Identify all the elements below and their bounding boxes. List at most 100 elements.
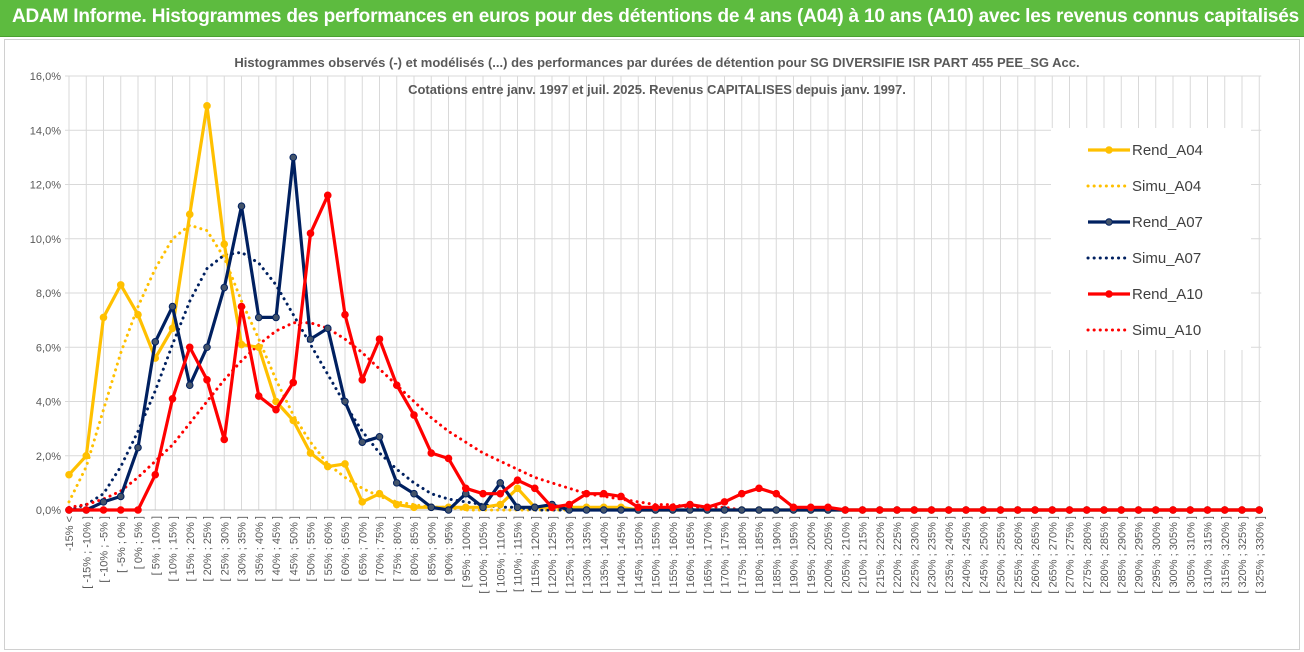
data-point: [168, 394, 177, 403]
chart-area: 0,0% 2,0% 4,0% 6,0% 8,0% 10,0% 12,0% 14,0% 16,0%…: [4, 39, 1300, 650]
x-tick-label: [ 50% ; 55% ]: [306, 516, 318, 581]
x-tick-label: [ 270% ; 275% ]: [1065, 516, 1077, 594]
x-tick-label: [ 140% ; 145% ]: [616, 516, 628, 594]
x-tick-label: [ 70% ; 75% ]: [375, 516, 387, 581]
data-point: [617, 492, 625, 501]
data-point: [65, 470, 73, 479]
y-tick-label: 8,0%: [36, 288, 61, 300]
data-point: [944, 506, 953, 514]
x-tick-label: [ 185% ; 190% ]: [771, 516, 783, 594]
data-point: [306, 229, 315, 238]
x-tick-label: [ 310% ; 315% ]: [1203, 516, 1215, 594]
data-point: [203, 102, 211, 110]
data-point: [772, 489, 781, 498]
data-point: [1031, 506, 1039, 514]
data-point: [893, 506, 901, 514]
y-tick-label: 12,0%: [30, 180, 61, 192]
series-layer: [65, 102, 1264, 514]
data-point: [737, 489, 746, 498]
data-point: [289, 378, 298, 387]
data-point: [1100, 506, 1108, 514]
legend-box: [1051, 128, 1251, 350]
x-tick-label: [ 230% ; 235% ]: [927, 516, 939, 594]
x-tick-label: [ 25% ; 30% ]: [219, 516, 231, 581]
data-point: [82, 451, 91, 460]
x-tick-label: [ 210% ; 215% ]: [858, 516, 870, 594]
chart-subtitle: Cotations entre janv. 1997 et juil. 2025…: [408, 82, 906, 97]
data-point: [116, 281, 125, 289]
data-point: [582, 489, 591, 498]
data-point: [151, 338, 160, 346]
data-point: [565, 500, 574, 509]
data-point: [237, 202, 246, 210]
y-tick-label: 10,0%: [30, 234, 61, 246]
legend-item: Rend_A04: [1088, 142, 1203, 159]
legend: Rend_A04 Simu_A04 Rend_A07 Simu_A07 Rend_A10…: [1051, 128, 1251, 350]
x-tick-label: [ 85% ; 90% ]: [426, 516, 438, 581]
data-point: [530, 503, 539, 512]
data-point: [496, 500, 505, 509]
x-tick-label: [ -10% ; -5% ]: [99, 516, 111, 583]
x-tick-label: [ 30% ; 35% ]: [237, 516, 249, 581]
x-tick-label: [ 45% ; 50% ]: [288, 516, 300, 581]
y-tick-label: 14,0%: [30, 125, 61, 137]
data-point: [203, 376, 211, 384]
legend-marker: [1105, 290, 1113, 298]
data-point: [272, 313, 280, 322]
y-tick-label: 16,0%: [30, 71, 61, 83]
x-tick-label: -15% <: [64, 516, 76, 551]
x-tick-label: [ 65% ; 70% ]: [357, 516, 369, 581]
x-tick-label: [ 220% ; 225% ]: [892, 516, 904, 594]
data-point: [220, 435, 229, 444]
data-point: [1255, 506, 1264, 514]
data-point: [789, 503, 798, 512]
data-point: [1203, 506, 1212, 514]
data-point: [496, 489, 505, 498]
data-point: [289, 416, 298, 425]
legend-item: Simu_A04: [1086, 178, 1201, 195]
x-tick-label: [ 120% ; 125% ]: [547, 516, 559, 594]
x-tick-label: [ 5% ; 10% ]: [150, 516, 162, 575]
data-point: [99, 506, 108, 514]
data-point: [99, 313, 108, 322]
x-tick-label: [ 20% ; 25% ]: [202, 516, 214, 581]
data-point: [841, 506, 850, 514]
header-title: ADAM Informe. Histogrammes des performan…: [12, 6, 1300, 27]
data-point: [1082, 506, 1091, 514]
data-point: [99, 498, 108, 506]
x-tick-label: [ 315% ; 320% ]: [1220, 516, 1232, 594]
legend-item: Simu_A10: [1086, 322, 1201, 339]
data-point: [1151, 506, 1160, 514]
data-point: [979, 506, 988, 514]
x-tick-label: [ 295% ; 300% ]: [1151, 516, 1163, 594]
data-point: [427, 449, 436, 457]
x-tick-label: [ 155% ; 160% ]: [668, 516, 680, 594]
data-point: [82, 506, 91, 514]
data-point: [720, 498, 729, 506]
x-tick-label: [ 40% ; 45% ]: [271, 516, 283, 581]
x-tick-label: [ 245% ; 250% ]: [978, 516, 990, 594]
y-tick-label: 2,0%: [36, 451, 61, 463]
data-point: [341, 310, 349, 319]
data-point: [254, 392, 263, 400]
data-point: [927, 506, 936, 514]
data-point: [479, 489, 487, 498]
x-tick-label: [ 180% ; 185% ]: [754, 516, 766, 594]
data-point: [875, 506, 884, 514]
data-point: [599, 506, 608, 514]
legend-label: Rend_A04: [1132, 142, 1203, 159]
data-point: [392, 479, 401, 487]
x-tick-label: [ 280% ; 285% ]: [1099, 516, 1111, 594]
x-tick-label: [ 195% ; 200% ]: [806, 516, 818, 594]
x-tick-label: [ 325% ; 330% ]: [1254, 516, 1266, 594]
data-point: [341, 397, 349, 406]
data-point: [358, 376, 367, 384]
data-point: [116, 492, 125, 501]
data-point: [220, 240, 229, 248]
x-tick-label: [ 110% ; 115% ]: [513, 516, 525, 592]
data-point: [272, 405, 280, 414]
data-point: [65, 506, 73, 514]
data-point: [1048, 506, 1057, 514]
data-point: [461, 503, 470, 512]
y-tick-label: 6,0%: [36, 342, 61, 354]
